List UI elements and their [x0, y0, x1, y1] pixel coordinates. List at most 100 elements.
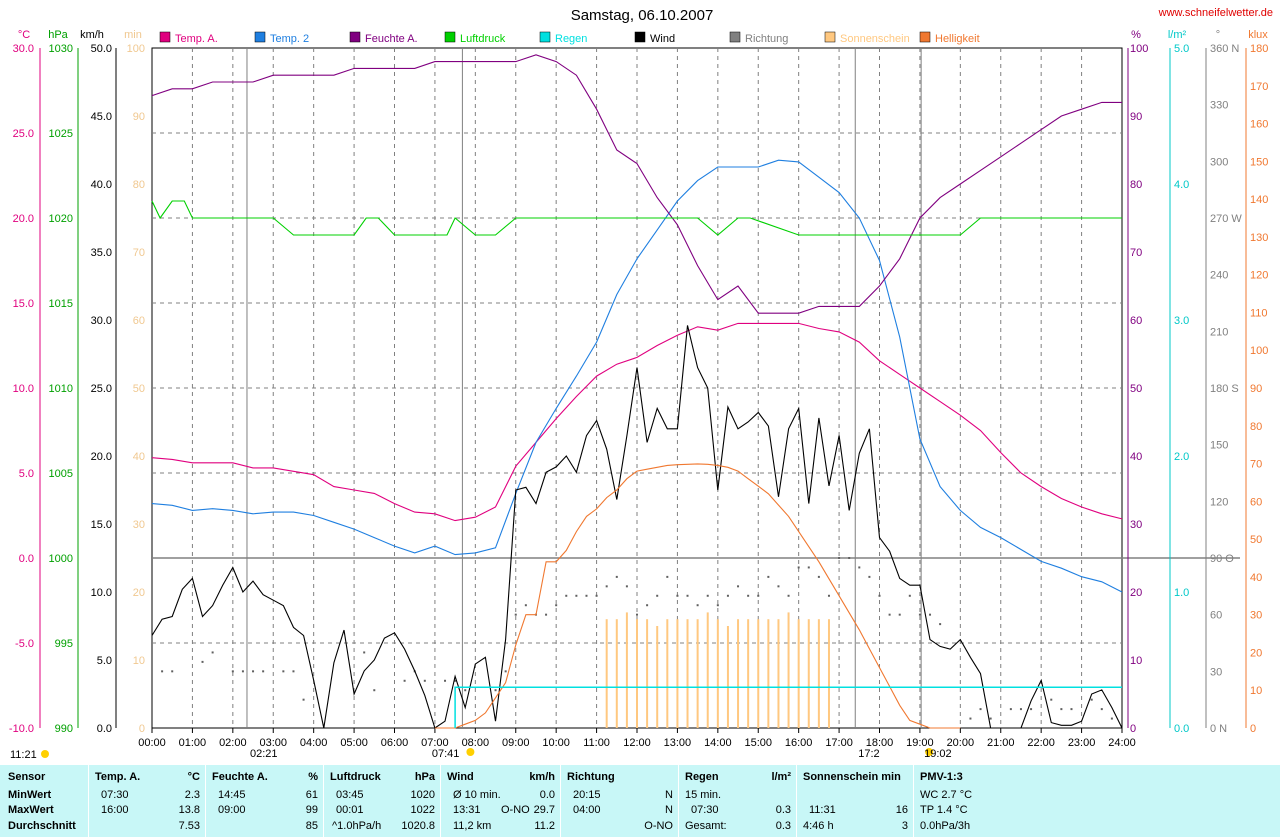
direction-point — [918, 613, 921, 616]
direction-point — [868, 575, 871, 578]
direction-point — [747, 594, 750, 597]
stats-direction-max: N — [665, 804, 673, 816]
direction-point — [585, 594, 588, 597]
stats-direction-min: N — [665, 789, 673, 801]
stats-pressure-avg: 1020.8 — [401, 820, 435, 832]
direction-point — [524, 604, 527, 607]
temp-axis-tick-label: 10.0 — [13, 383, 34, 395]
humidity-axis-tick-label: 0 — [1130, 723, 1136, 735]
stats-humidity-unit: % — [308, 771, 318, 783]
direction-point — [726, 594, 729, 597]
x-tick-label: 10:00 — [542, 737, 570, 749]
sunshine-bar — [777, 619, 780, 728]
pressure-axis-tick-label: 1010 — [49, 383, 73, 395]
direction-axis-tick-label: 60 — [1210, 610, 1222, 622]
direction-point — [666, 575, 669, 578]
pressure-axis-tick-label: 1000 — [49, 553, 73, 565]
stats-pressure-trend: ^1.0hPa/h — [332, 820, 382, 832]
wind-axis-tick-label: 20.0 — [91, 451, 112, 463]
direction-point — [908, 594, 911, 597]
stats-pressure-min: 1020 — [410, 789, 435, 801]
direction-axis-tick-label: 120 — [1210, 496, 1228, 508]
light-axis-tick-label: 160 — [1250, 119, 1268, 131]
direction-point — [262, 670, 265, 673]
sunshine-axis-tick-label: 10 — [133, 655, 145, 667]
stats-rain-max: 0.3 — [775, 804, 791, 816]
direction-axis-tick-label: 180 S — [1210, 383, 1239, 395]
sunshine-bar — [797, 619, 800, 728]
event-time-label: 17:2 — [858, 748, 879, 760]
series-sunshine — [605, 612, 830, 728]
wind-axis-tick-label: 30.0 — [91, 315, 112, 327]
direction-point — [1090, 698, 1093, 701]
direction-point — [737, 585, 740, 588]
website-link[interactable]: www.schneifelwetter.de — [1158, 7, 1273, 19]
direction-point — [716, 604, 719, 607]
direction-point — [302, 698, 305, 701]
direction-point — [1110, 717, 1113, 720]
legend-label: Feuchte A. — [365, 33, 418, 45]
stats-pressure-unit: hPa — [414, 771, 435, 783]
rain-axis-tick-label: 2.0 — [1174, 451, 1189, 463]
legend-swatch — [729, 31, 741, 43]
light-axis-tick-label: 80 — [1250, 421, 1262, 433]
direction-axis-tick-label: 240 — [1210, 270, 1228, 282]
wind-axis-tick-label: 10.0 — [91, 587, 112, 599]
direction-point — [231, 670, 234, 673]
series-temp-a — [151, 322, 1123, 522]
pressure-axis-tick-label: 1025 — [49, 128, 73, 140]
rain-axis-tick-label: 1.0 — [1174, 587, 1189, 599]
direction-point — [1019, 708, 1022, 711]
wind-axis-tick-label: 45.0 — [91, 111, 112, 123]
x-tick-label: 17:00 — [825, 737, 853, 749]
sunshine-axis-tick-label: 80 — [133, 179, 145, 191]
legend-label: Temp. 2 — [270, 33, 309, 45]
direction-axis-tick-label: 0 N — [1210, 723, 1227, 735]
stats-sensor: Sensor MinWert MaxWert Durchschnitt — [0, 765, 88, 837]
direction-point — [777, 585, 780, 588]
sunshine-bar — [676, 619, 679, 728]
x-tick-label: 20:00 — [947, 737, 975, 749]
wind-unit: km/h — [80, 29, 104, 41]
stats-humidity-min: 61 — [305, 789, 318, 801]
direction-axis-tick-label: 30 — [1210, 666, 1222, 678]
direction-point — [797, 566, 800, 569]
legend-label: Regen — [555, 33, 587, 45]
humidity-axis-tick-label: 90 — [1130, 111, 1142, 123]
x-tick-label: 15:00 — [744, 737, 772, 749]
light-axis-tick-label: 120 — [1250, 270, 1268, 282]
humidity-axis-tick-label: 60 — [1130, 315, 1142, 327]
sun-icon — [41, 750, 49, 758]
sunshine-bar — [787, 612, 790, 728]
stats-rain-max-time: 07:30 — [691, 804, 719, 816]
direction-point — [161, 670, 164, 673]
stats-row-label: MinWert — [8, 789, 52, 801]
temp-axis-tick-label: 25.0 — [13, 128, 34, 140]
sunshine-bar — [615, 619, 618, 728]
stats-sunshine-max-time: 11:31 — [809, 804, 836, 816]
stats-humidity: Feuchte A. % 14:45 61 09:00 99 85 — [205, 765, 324, 837]
series-temp-2 — [151, 159, 1123, 593]
humidity-axis-tick-label: 80 — [1130, 179, 1142, 191]
legend-swatch — [159, 31, 171, 43]
direction-point — [615, 575, 618, 578]
direction-point — [494, 689, 497, 692]
weather-chart: 00:00 01:00 02:00 03:00 04:00 05:00 06:00 07:00… — [9, 7, 1273, 761]
light-axis-tick-label: 90 — [1250, 383, 1262, 395]
humidity-axis-tick-label: 40 — [1130, 451, 1142, 463]
sun-icon — [466, 748, 475, 756]
humidity-axis-tick-label: 50 — [1130, 383, 1142, 395]
direction-point — [454, 679, 457, 682]
direction-point — [1030, 708, 1033, 711]
stats-pressure: Luftdruck hPa 03:45 1020 00:01 1022 ^1.0… — [323, 765, 441, 837]
sunshine-bar — [636, 619, 638, 728]
rain-axis-tick-label: 5.0 — [1174, 43, 1189, 55]
pressure-axis-tick-label: 1020 — [49, 213, 73, 225]
series-wind — [151, 325, 1123, 729]
stats-humidity-max-time: 09:00 — [218, 804, 246, 816]
stats-direction-max-time: 04:00 — [573, 804, 601, 816]
stats-wind-avg-label: Ø 10 min. — [453, 789, 501, 801]
direction-point — [686, 594, 689, 597]
direction-point — [929, 613, 932, 616]
light-axis-tick-label: 30 — [1250, 610, 1262, 622]
